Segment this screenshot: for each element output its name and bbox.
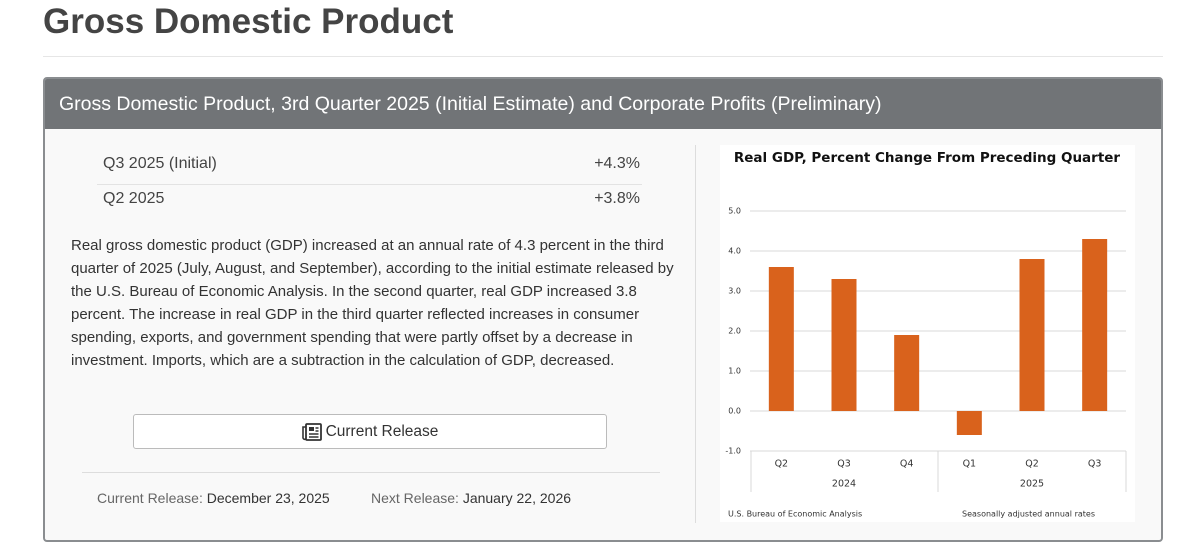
y-tick-label: 2.0 [728, 327, 741, 336]
bar [768, 267, 794, 411]
release-value: January 22, 2026 [462, 490, 572, 506]
divider [97, 184, 642, 185]
summary: Real gross domestic product (GDP) increa… [71, 237, 674, 369]
y-tick-label: 4.0 [728, 247, 741, 256]
chart-title: Real GDP, Percent Change From Preceding … [734, 150, 1121, 166]
divider [82, 472, 660, 473]
y-tick-label: 1.0 [728, 367, 741, 376]
bar [956, 411, 982, 435]
stat-row: Q2 2025 +3.8% [103, 190, 640, 208]
release-date: Current Release: December 23, 2025 [97, 490, 330, 506]
divider [43, 56, 1163, 57]
x-tick-label: Q1 [963, 459, 977, 470]
chart: Real GDP, Percent Change From Preceding … [720, 145, 1135, 522]
group-label: 2024 [832, 479, 856, 490]
release-value: December 23, 2025 [206, 490, 330, 506]
x-tick-label: Q2 [1025, 459, 1039, 470]
stat-value: +4.3% [594, 155, 640, 172]
y-tick-label: 0.0 [728, 407, 741, 416]
button-label[interactable]: Current Release [325, 422, 439, 440]
y-tick-label: 5.0 [728, 207, 741, 216]
bar [1019, 259, 1045, 411]
release-panel: Gross Domestic Product, 3rd Quarter 2025… [43, 77, 1163, 542]
release-button[interactable]: Current Release [133, 414, 607, 449]
x-tick-label: Q4 [900, 459, 914, 470]
chart-source: U.S. Bureau of Economic Analysis [728, 510, 862, 519]
bar [894, 335, 920, 411]
y-tick-label: 3.0 [728, 287, 741, 296]
stat-row: Q3 2025 (Initial) +4.3% [103, 155, 640, 173]
bar [831, 279, 857, 411]
x-tick-label: Q3 [1088, 459, 1102, 470]
chart-note: Seasonally adjusted annual rates [962, 510, 1095, 519]
stat-value: +3.8% [594, 190, 640, 207]
group-label: 2025 [1020, 479, 1044, 490]
x-tick-label: Q3 [837, 459, 851, 470]
divider [695, 145, 696, 523]
page-title: Gross Domestic Product [43, 2, 454, 41]
bar [1082, 239, 1108, 411]
stat-label: Q3 2025 (Initial) [103, 155, 217, 172]
release-date: Next Release: January 22, 2026 [371, 490, 571, 506]
stat-label: Q2 2025 [103, 190, 165, 207]
x-tick-label: Q2 [775, 459, 789, 470]
release-label: Current Release: [97, 490, 203, 506]
newspaper-icon [301, 422, 322, 441]
release-label: Next Release: [371, 490, 459, 506]
y-tick-label: -1.0 [725, 447, 741, 456]
panel-title: Gross Domestic Product, 3rd Quarter 2025… [45, 79, 1161, 129]
